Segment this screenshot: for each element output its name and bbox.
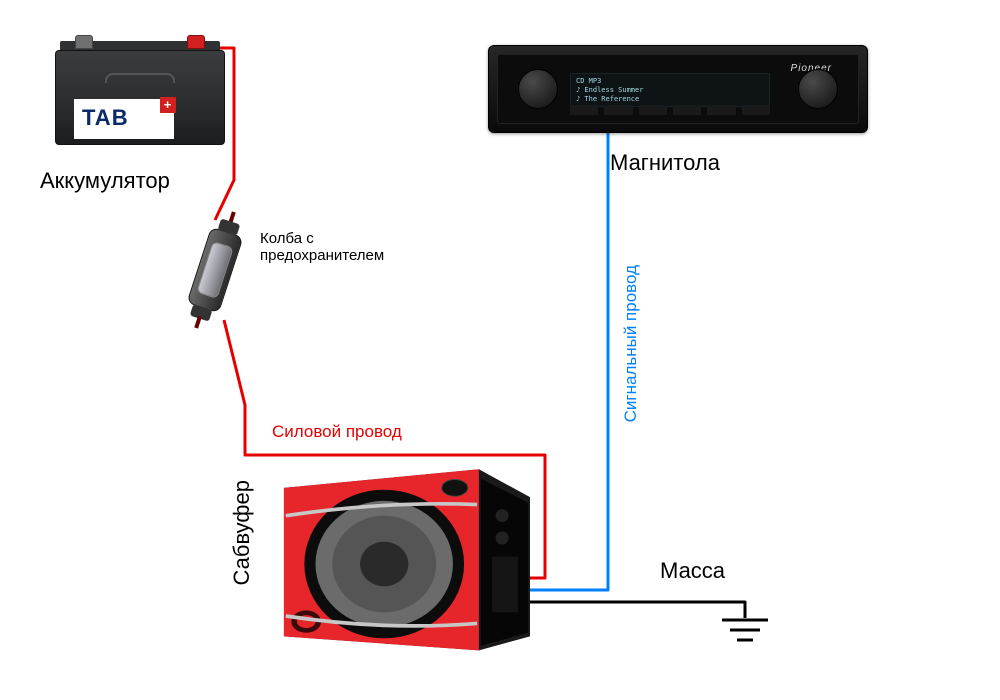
power-wire-label: Силовой провод (272, 422, 402, 442)
subwoofer-label: Сабвуфер (229, 480, 255, 586)
battery-terminal-neg-icon (75, 35, 93, 49)
stereo-label: Магнитола (610, 150, 720, 176)
ground-symbol-icon (722, 620, 768, 640)
stereo-button-row (570, 105, 770, 115)
battery-brand: TAB + (74, 99, 174, 139)
battery-terminal-pos-icon (187, 35, 205, 49)
battery-label: Аккумулятор (40, 168, 170, 194)
ground-label: Масса (660, 558, 725, 584)
stereo-screen: CD MP3 ♪ Endless Summer ♪ The Reference (570, 73, 770, 107)
fuse-label: Колба с предохранителем (260, 230, 384, 264)
stereo-knob-left-icon (518, 69, 558, 109)
signal-wire-label: Сигнальный провод (621, 265, 641, 422)
battery-component: TAB + (55, 35, 225, 145)
subwoofer-icon (255, 460, 545, 655)
fuse-holder-component (169, 208, 260, 331)
stereo-component: Pioneer CD MP3 ♪ Endless Summer ♪ The Re… (488, 45, 868, 133)
subwoofer-component (255, 450, 545, 665)
stereo-knob-right-icon (798, 69, 838, 109)
ground-wire (530, 602, 745, 618)
